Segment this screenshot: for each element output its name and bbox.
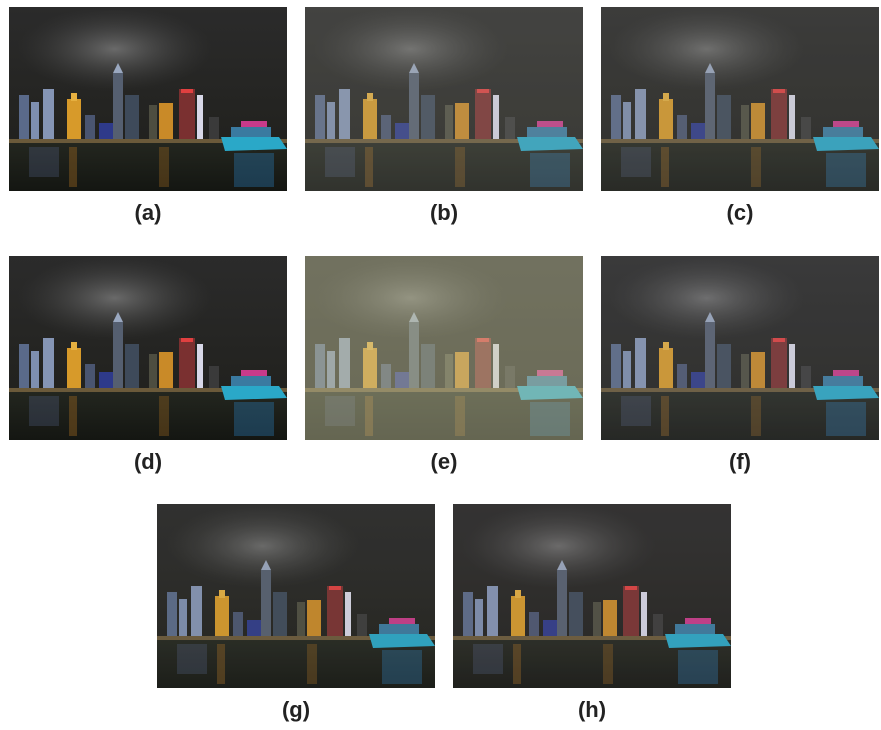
panel-label: (f) <box>729 449 751 474</box>
photo <box>9 256 287 440</box>
photo-tint <box>305 256 583 440</box>
panel-label: (a) <box>135 200 162 225</box>
panel-label: (c) <box>727 200 754 225</box>
photo-tint <box>453 504 731 688</box>
panel-label: (d) <box>134 449 162 474</box>
photo-tint <box>157 504 435 688</box>
photo <box>9 7 287 191</box>
figure: (a) (b) (c) (d) (e) (f) (g) (h) <box>0 0 881 730</box>
photo-tint <box>601 7 879 191</box>
panel-label: (e) <box>431 449 458 474</box>
photo-tint <box>305 7 583 191</box>
panel-label: (g) <box>282 697 310 722</box>
panel <box>9 7 287 191</box>
panel <box>9 256 287 440</box>
panel-label: (h) <box>578 697 606 722</box>
panel-label: (b) <box>430 200 458 225</box>
photo-tint <box>601 256 879 440</box>
